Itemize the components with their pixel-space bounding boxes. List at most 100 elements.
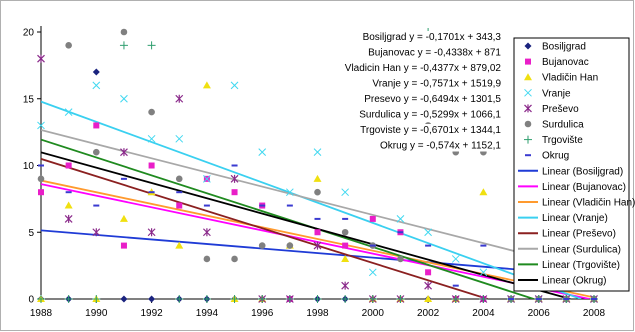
point-bujanovac — [65, 162, 72, 169]
legend-label: Vranje — [542, 88, 571, 99]
legend-label: Bosiljgrad — [542, 42, 586, 53]
point-trgovite — [64, 295, 73, 303]
point-vranje — [64, 108, 73, 116]
trend-equation: Vladicin Han y = -0,4377x + 879,02 — [345, 63, 502, 74]
point-okrug — [38, 164, 44, 167]
point-surdulica — [120, 28, 128, 36]
point-okrug — [369, 244, 376, 247]
legend-marker — [525, 58, 531, 65]
point-trgovite — [37, 295, 45, 303]
equations-layer: Bosiljgrad y = -0,1701x + 343,3 Bujanovac… — [320, 31, 501, 152]
point-vranje — [341, 188, 350, 197]
point-okrug — [535, 298, 542, 300]
point-trgovite — [313, 295, 322, 303]
point-trgovite — [202, 295, 211, 303]
point-vranje-b — [368, 268, 377, 277]
point-okrug — [259, 204, 266, 207]
legend-label: Linear (Vladičin Han) — [542, 198, 635, 209]
x-tick-label: 2008 — [583, 308, 606, 319]
point-vranje — [175, 134, 184, 143]
point-vranje — [479, 268, 488, 277]
point-surdulica — [93, 148, 100, 156]
equation-bg — [351, 77, 501, 90]
point-vladiinhan — [313, 174, 322, 182]
point-okrug — [65, 191, 72, 194]
point-vranje-b — [175, 134, 184, 143]
point-bujanovac — [425, 269, 432, 276]
point-surdulica — [286, 242, 294, 249]
point-preevo — [341, 281, 350, 290]
point-preevo — [175, 94, 184, 103]
point-okrug — [452, 284, 459, 287]
legend-marker-b — [524, 88, 532, 97]
point-trgovite — [396, 295, 405, 303]
x-tick-label: 1998 — [306, 308, 329, 319]
point-okrug — [342, 217, 349, 220]
point-vranje-b — [451, 255, 460, 263]
point-preevo — [120, 148, 128, 157]
point-vranje-b — [396, 215, 405, 223]
point-bosiljgrad — [148, 295, 156, 303]
point-trgovite — [479, 295, 488, 303]
trend-equation: Bosiljgrad y = -0,1701x + 343,3 — [363, 32, 502, 43]
point-bujanovac — [342, 242, 349, 249]
trend-lines — [41, 100, 594, 299]
point-surdulica — [258, 242, 266, 249]
point-vranje-b — [64, 108, 73, 116]
point-bujanovac — [120, 242, 127, 249]
point-vranje — [396, 215, 405, 223]
point-vranje-b — [92, 81, 101, 90]
legend-label: Linear (Preševo) — [542, 229, 616, 240]
y-tick-label: 20 — [23, 28, 35, 39]
trendline-surdulica — [41, 129, 594, 273]
y-tick-label: 5 — [28, 228, 34, 239]
point-preevo — [64, 214, 73, 223]
point-bujanovac — [231, 189, 238, 196]
trendline-vladiinhan — [41, 179, 594, 299]
point-preevo — [37, 54, 45, 63]
legend-marker — [524, 135, 532, 144]
point-vranje-b — [37, 121, 45, 130]
point-surdulica — [314, 188, 321, 196]
point-trgovite — [175, 295, 184, 303]
point-okrug — [508, 298, 515, 300]
point-surdulica — [148, 108, 155, 116]
legend-label: Linear (Okrug) — [542, 276, 606, 287]
point-trgovite — [230, 295, 239, 303]
trend-equation: Surdulica y = -0,5299x + 1066,1 — [359, 110, 501, 121]
legend-label: Trgovište — [542, 135, 583, 146]
point-vranje-b — [313, 148, 322, 157]
legend-label: Linear (Trgovište) — [542, 260, 620, 271]
point-preevo — [92, 228, 101, 237]
point-bujanovac — [314, 229, 321, 236]
point-vranje-b — [230, 81, 239, 90]
point-okrug — [203, 204, 210, 207]
equation-bg — [351, 46, 501, 59]
point-bosiljgrad — [92, 68, 100, 76]
plot-layer: 0 5 10 15 20 1988 1990 1992 1994 1996 1998 2000 2002… — [23, 26, 606, 319]
series-surdulica — [37, 28, 598, 303]
point-surdulica — [65, 42, 72, 49]
point-okrug — [397, 231, 404, 234]
point-vranje — [285, 188, 294, 197]
point-vranje-b — [203, 174, 211, 183]
x-tick-label: 2002 — [417, 308, 440, 319]
legend-marker — [524, 73, 532, 81]
x-tick-label: 2004 — [472, 308, 495, 319]
trend-equation: Okrug y = -0,574x + 1152,1 — [380, 141, 501, 152]
legend-marker — [524, 42, 532, 50]
point-bujanovac — [38, 189, 44, 196]
point-preevo — [202, 228, 211, 237]
trendline-preevo — [41, 158, 489, 299]
point-okrug — [148, 191, 155, 194]
legend-label: Okrug — [542, 151, 569, 162]
point-trgovite — [451, 295, 460, 303]
point-vladiinhan — [175, 241, 184, 249]
point-vranje — [368, 268, 377, 277]
trend-equation: Vranje y = -0,7571x + 1519,9 — [372, 79, 501, 90]
point-bujanovac — [93, 122, 100, 129]
point-vranje — [147, 134, 156, 143]
trendline-bosiljgrad — [41, 229, 594, 277]
point-vranje-b — [258, 148, 267, 157]
